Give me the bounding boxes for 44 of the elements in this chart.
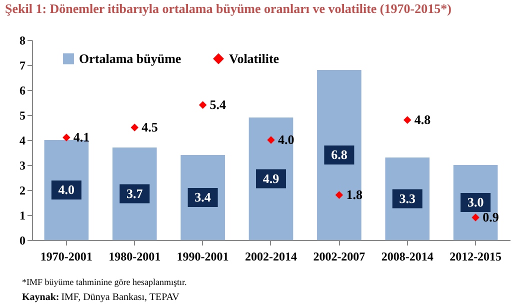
y-tick-label: 8 xyxy=(20,34,26,48)
bar xyxy=(248,118,294,240)
point xyxy=(472,214,480,222)
data-label: 4.0 xyxy=(58,182,75,197)
data-label: 4.0 xyxy=(278,132,294,147)
legend-label: Ortalama büyüme xyxy=(79,50,182,66)
point xyxy=(130,124,138,132)
data-label: 3.4 xyxy=(194,190,212,204)
data-label: 4.5 xyxy=(142,120,158,134)
text: *IMF büyüme tahminine göre hesaplanmıştır. xyxy=(22,277,187,287)
x-tick-label: 2002-2007 xyxy=(313,250,366,264)
x-tick-label: 1970-2001 xyxy=(40,250,92,264)
point xyxy=(62,134,70,142)
data-label: 4.9 xyxy=(262,170,280,186)
data-label: 4.8 xyxy=(414,112,432,127)
y-tick-label: 0 xyxy=(20,234,26,248)
point xyxy=(335,191,344,199)
y-tick-label: 5 xyxy=(20,108,26,122)
data-label: 3.0 xyxy=(467,194,484,210)
data-label: 4.1 xyxy=(73,130,90,144)
y-tick-label: 3 xyxy=(20,158,26,172)
y-tick-label: 7 xyxy=(20,58,26,72)
x-tick-label: 2002-2014 xyxy=(245,250,297,264)
y-tick-label: 1 xyxy=(20,208,26,222)
data-label: 0.9 xyxy=(482,210,500,224)
y-tick-label: 2 xyxy=(20,184,26,198)
y-tick-label: 4 xyxy=(20,134,26,148)
point xyxy=(267,136,275,144)
data-label: 3.7 xyxy=(126,186,144,201)
data-label: 3.3 xyxy=(399,190,416,206)
y-tick-label: 6 xyxy=(20,84,26,98)
x-tick-label: 1980-2001 xyxy=(108,250,161,264)
x-tick-label: 1990-2001 xyxy=(176,250,229,264)
x-tick-label: 2012-2015 xyxy=(450,250,502,264)
chart-title: Şekil 1: Dönemler itibarıyla ortalama büyüme oranları ve volatilite (1970-2015*) xyxy=(5,1,452,16)
text: Kaynak: IMF, Dünya Bankası, TEPAV xyxy=(22,292,180,303)
data-label: 1.8 xyxy=(346,187,363,202)
data-label: 6.8 xyxy=(331,147,348,162)
point xyxy=(198,101,207,109)
data-label: 5.4 xyxy=(210,97,227,112)
legend-label: Volatilite xyxy=(229,50,280,66)
bar xyxy=(317,70,362,240)
point xyxy=(404,116,412,124)
x-tick-label: 2008-2014 xyxy=(381,250,434,264)
